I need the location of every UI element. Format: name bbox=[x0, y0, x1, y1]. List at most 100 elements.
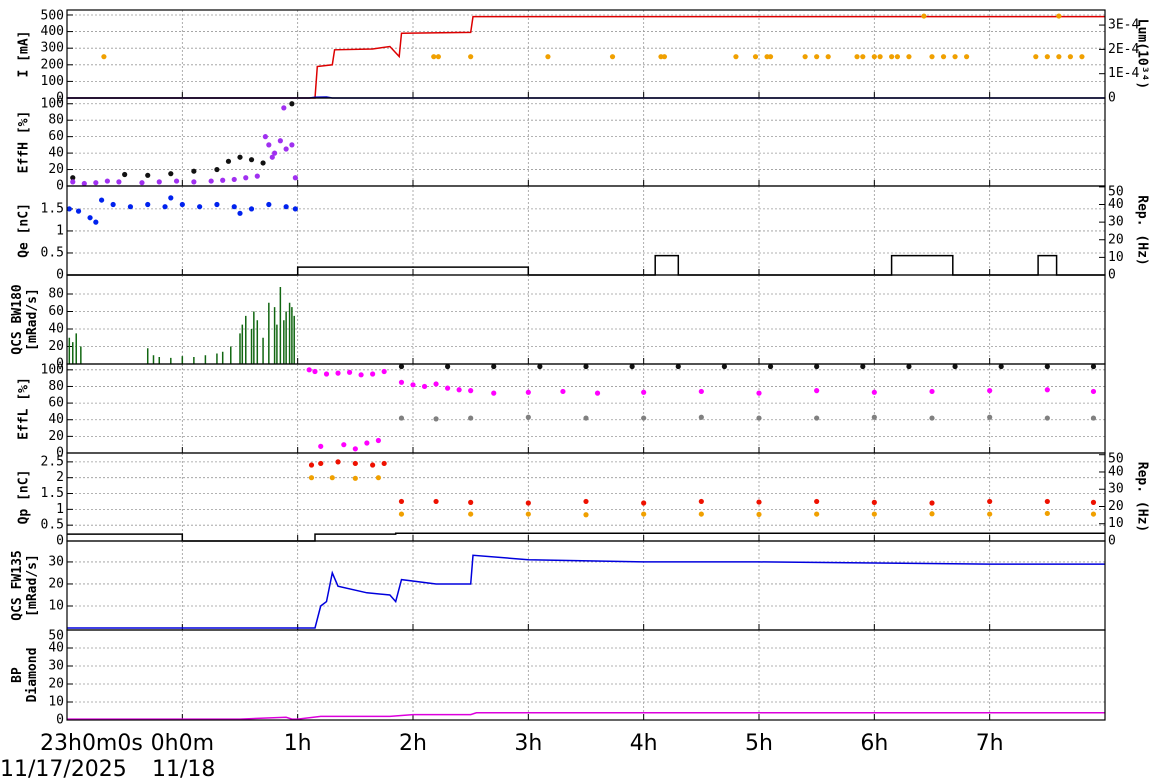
point bbox=[116, 179, 122, 185]
point bbox=[318, 460, 324, 467]
point bbox=[375, 475, 381, 481]
point bbox=[871, 414, 877, 420]
point bbox=[583, 512, 589, 518]
point bbox=[335, 459, 341, 465]
point bbox=[262, 134, 268, 140]
point bbox=[468, 388, 474, 394]
point bbox=[101, 54, 107, 60]
point bbox=[191, 168, 197, 174]
point bbox=[814, 415, 820, 421]
point bbox=[358, 372, 364, 378]
point bbox=[352, 446, 358, 452]
point bbox=[952, 54, 958, 60]
point bbox=[81, 180, 87, 187]
point bbox=[214, 166, 220, 173]
point bbox=[641, 511, 647, 517]
point bbox=[756, 511, 762, 518]
panel-frame bbox=[66, 363, 1106, 454]
point bbox=[468, 511, 474, 517]
y2-tick-label: 20 bbox=[1108, 232, 1124, 247]
point bbox=[940, 54, 947, 60]
point bbox=[335, 370, 341, 376]
point bbox=[952, 363, 958, 370]
point bbox=[346, 369, 353, 375]
y-tick-label: 80 bbox=[48, 379, 64, 394]
point bbox=[1090, 511, 1097, 517]
point bbox=[277, 138, 283, 144]
point bbox=[70, 179, 76, 185]
point bbox=[456, 387, 462, 393]
y-tick-label: 1 bbox=[56, 223, 64, 238]
point bbox=[525, 389, 531, 395]
point bbox=[266, 201, 272, 208]
point bbox=[468, 499, 474, 505]
y-tick-label: 40 bbox=[48, 412, 64, 427]
panel-frame bbox=[66, 452, 1106, 542]
point bbox=[525, 414, 531, 420]
point bbox=[468, 54, 474, 60]
y2-tick-label: 30 bbox=[1108, 482, 1124, 497]
point bbox=[237, 154, 243, 160]
y-tick-label: 0 bbox=[56, 446, 64, 461]
point bbox=[231, 204, 237, 210]
point bbox=[162, 204, 168, 210]
point bbox=[1044, 387, 1050, 393]
y-axis-label: I [mA] bbox=[17, 31, 32, 78]
point bbox=[431, 54, 437, 60]
y-axis-label: BPDiamond bbox=[10, 648, 40, 703]
y-tick-label: 1.5 bbox=[41, 486, 64, 501]
point bbox=[433, 381, 439, 387]
y2-axis-label: Rep. (Hz) bbox=[1135, 462, 1150, 532]
panel-frame bbox=[66, 97, 1106, 187]
point bbox=[381, 368, 387, 375]
y-tick-label: 0 bbox=[56, 268, 64, 283]
y-tick-label: 100 bbox=[41, 363, 64, 378]
y-tick-label: 2 bbox=[56, 470, 64, 485]
point bbox=[308, 462, 315, 468]
point bbox=[329, 475, 335, 481]
y-tick-label: 40 bbox=[48, 321, 64, 336]
point bbox=[398, 379, 405, 385]
point bbox=[698, 388, 704, 395]
point bbox=[191, 179, 197, 185]
point bbox=[122, 171, 128, 178]
y-axis-label: Qp [nC] bbox=[17, 470, 32, 525]
point bbox=[433, 416, 439, 422]
point bbox=[445, 385, 451, 391]
point bbox=[308, 475, 315, 481]
point bbox=[1033, 54, 1039, 60]
point bbox=[929, 415, 935, 421]
point bbox=[127, 204, 134, 210]
point bbox=[921, 13, 927, 19]
y-tick-label: 80 bbox=[48, 113, 64, 128]
point bbox=[871, 389, 877, 395]
y-tick-label: 0.5 bbox=[41, 245, 64, 260]
point bbox=[87, 215, 93, 221]
point bbox=[756, 499, 762, 505]
x-tick-label: 7h bbox=[976, 731, 1004, 756]
point bbox=[381, 460, 387, 467]
y-tick-label: 10 bbox=[48, 695, 64, 710]
point bbox=[289, 142, 295, 148]
point bbox=[583, 363, 589, 370]
point bbox=[364, 440, 370, 446]
point bbox=[225, 158, 232, 164]
y-tick-label: 0.5 bbox=[41, 518, 64, 533]
point bbox=[814, 511, 820, 517]
y-tick-label: 30 bbox=[48, 554, 64, 569]
y2-tick-label: 40 bbox=[1108, 464, 1124, 479]
y2-tick-label: 0 bbox=[1108, 534, 1116, 549]
point bbox=[929, 500, 935, 506]
point bbox=[825, 54, 831, 60]
point bbox=[814, 498, 820, 505]
point bbox=[814, 363, 820, 370]
y2-tick-label: 2E-4 bbox=[1108, 42, 1139, 57]
point bbox=[987, 414, 993, 420]
y-tick-label: 400 bbox=[41, 24, 64, 39]
point bbox=[93, 219, 99, 225]
point bbox=[661, 54, 668, 60]
point bbox=[675, 363, 681, 370]
point bbox=[1090, 415, 1097, 421]
y-axis-label: Qe [nC] bbox=[17, 203, 32, 258]
point bbox=[289, 101, 295, 107]
